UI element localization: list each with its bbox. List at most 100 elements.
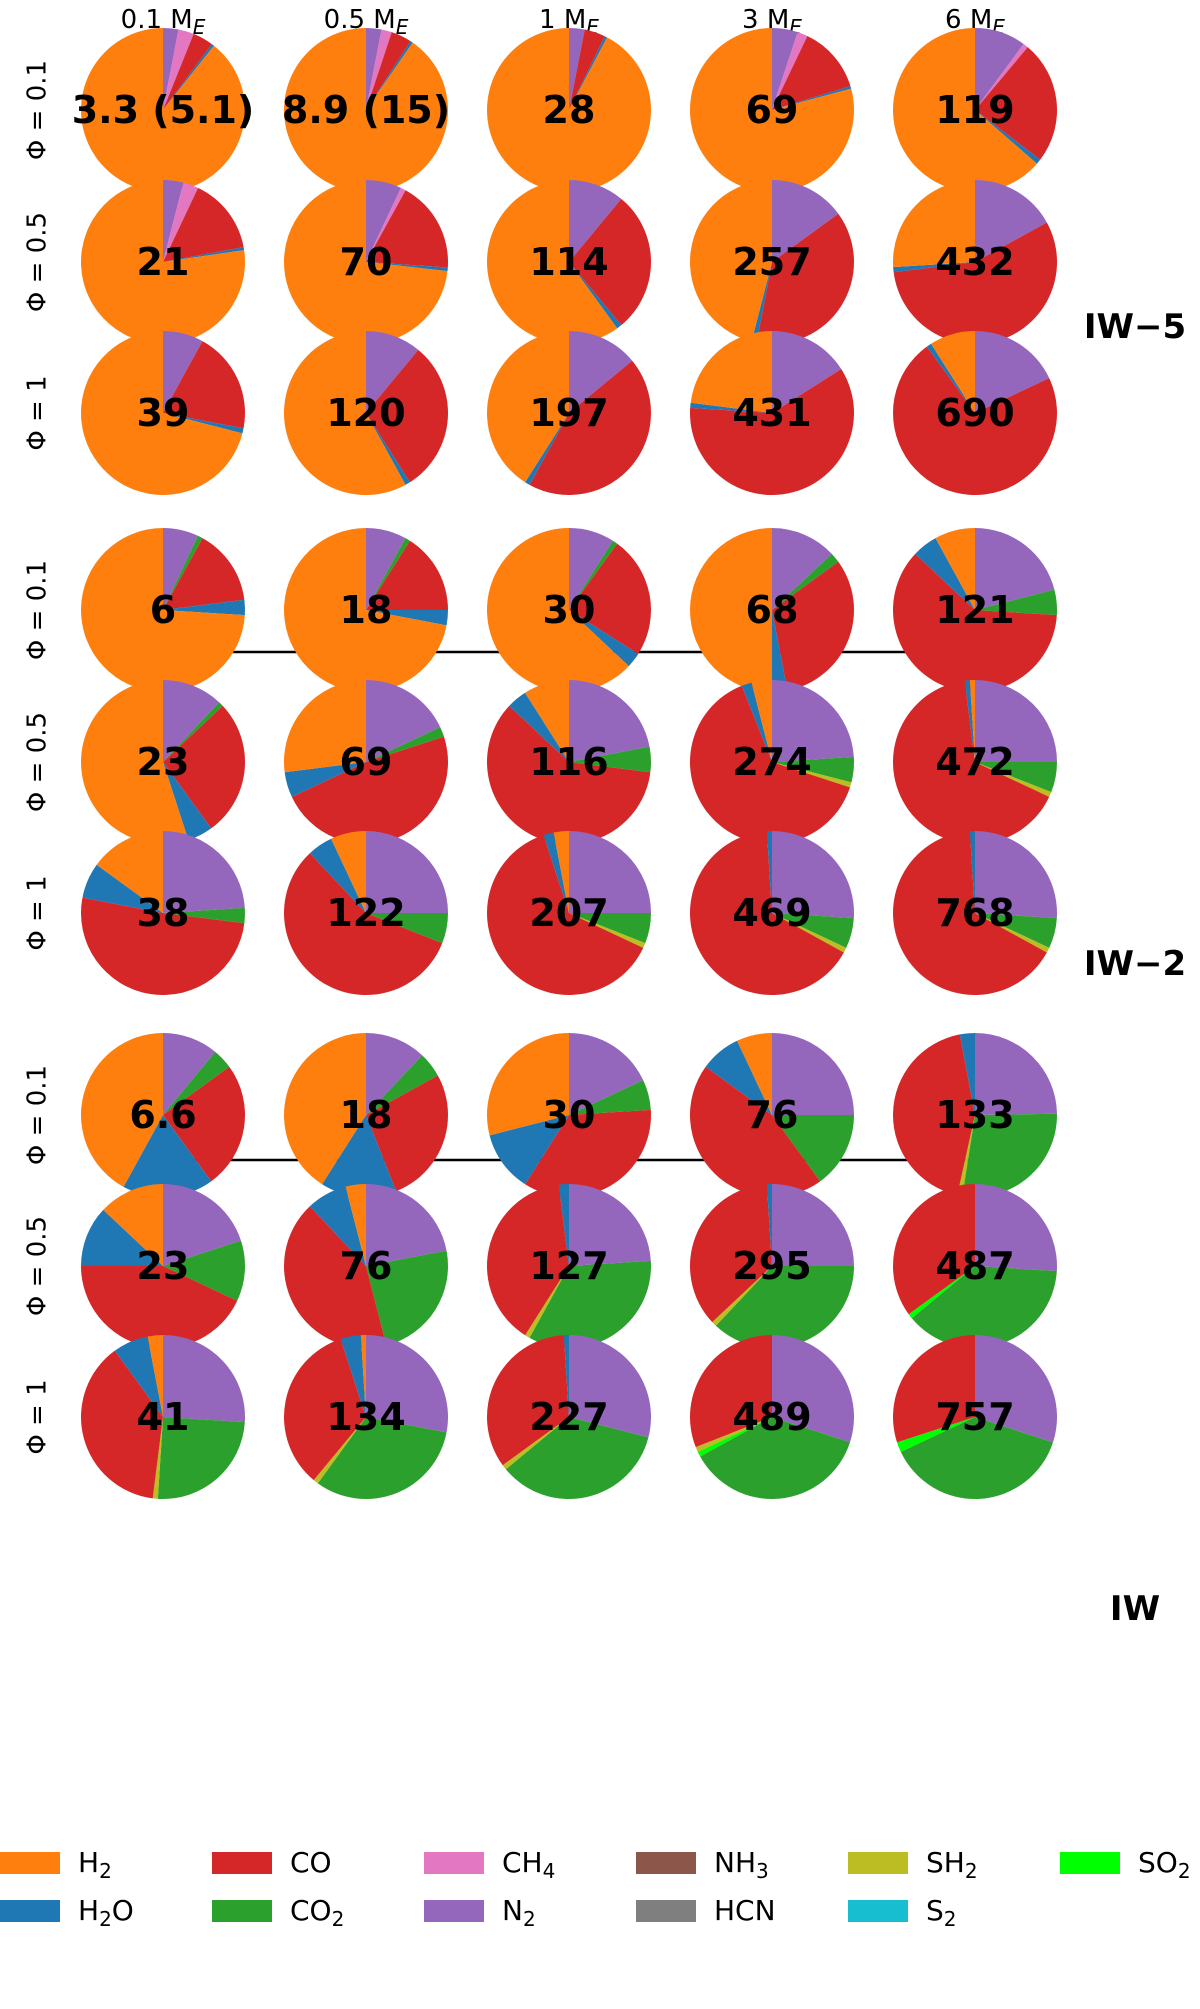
pie-slice-h2o xyxy=(705,1040,772,1115)
pie-slice-ch4 xyxy=(366,187,406,262)
pie-slice-h2o xyxy=(766,1184,772,1266)
pie-slice-h2 xyxy=(284,1033,366,1185)
row-label: Φ = 0.5 xyxy=(23,212,53,312)
pie: 469 xyxy=(690,831,855,995)
pie: 6 xyxy=(80,528,245,692)
pie-slice-h2o xyxy=(569,36,608,110)
pie-slice-h2o xyxy=(915,538,975,610)
legend-swatch xyxy=(212,1900,272,1922)
pie: 41 xyxy=(80,1335,246,1499)
pie-slice-n2 xyxy=(163,28,179,110)
pie-slice-co2 xyxy=(569,913,651,944)
pie-value-label: 487 xyxy=(935,1244,1014,1288)
pie: 23 xyxy=(80,680,246,844)
pie: 69 xyxy=(690,28,854,192)
pie-slice-co2 xyxy=(505,1417,649,1499)
legend-label: CO2 xyxy=(290,1894,344,1931)
pie: 28 xyxy=(486,28,651,193)
pie-value-label: 489 xyxy=(732,1395,811,1439)
pie-value-label: 120 xyxy=(326,391,405,435)
pie-slice-co xyxy=(689,685,850,844)
pie: 39 xyxy=(80,331,246,495)
pie-slice-n2 xyxy=(163,180,184,262)
pie-slice-n2 xyxy=(569,1033,644,1115)
group-labels: IW−5 IW−2 IW xyxy=(1084,307,1186,1629)
pie-slice-co xyxy=(689,369,854,495)
legend-label: NH3 xyxy=(714,1846,769,1883)
row-label: Φ = 0.5 xyxy=(23,1216,53,1316)
pie-slice-co xyxy=(366,349,449,483)
pie-slice-n2 xyxy=(163,528,198,610)
pie-slice-h2o xyxy=(772,86,852,110)
row-label: Φ = 0.1 xyxy=(23,560,53,660)
pie: 6.6 xyxy=(81,1033,245,1197)
pie-slice-co xyxy=(975,47,1057,160)
pie-slice-h2 xyxy=(284,27,449,192)
pie-slice-h2 xyxy=(80,680,189,844)
pie-slice-n2 xyxy=(772,180,839,262)
pie-slice-sh2 xyxy=(975,762,1052,797)
pie-slice-h2o xyxy=(964,680,975,762)
pie: 18 xyxy=(284,528,448,692)
pie-slice-n2 xyxy=(366,28,382,110)
pie-value-label: 70 xyxy=(340,240,393,284)
pie-slice-co xyxy=(366,32,411,111)
pie: 38 xyxy=(80,831,245,995)
legend-item-co2: CO2 xyxy=(212,1894,344,1931)
pie-slice-sh2 xyxy=(772,913,847,953)
pie: 122 xyxy=(284,831,448,995)
pie: 120 xyxy=(283,331,449,495)
pie-slice-so2 xyxy=(908,1266,975,1319)
pie: 431 xyxy=(689,331,854,495)
pie-slice-h2o xyxy=(322,1115,397,1197)
pie-slice-n2 xyxy=(569,28,585,110)
pie-slice-n2 xyxy=(975,1033,1057,1115)
pie-slice-n2 xyxy=(975,528,1055,610)
pie-slice-co xyxy=(772,561,854,691)
row-label: Φ = 1 xyxy=(23,1379,53,1454)
pie-slice-h2 xyxy=(81,1033,163,1187)
pie-slice-n2 xyxy=(975,680,1057,762)
row-label: Φ = 0.5 xyxy=(23,712,53,812)
legend-swatch xyxy=(1060,1852,1120,1874)
pie-slice-n2 xyxy=(366,331,419,413)
pie-slice-h2o xyxy=(772,610,788,692)
pie-value-label: 21 xyxy=(137,240,190,284)
pie-value-label: 114 xyxy=(529,240,608,284)
pie-value-label: 122 xyxy=(326,891,405,935)
pie-slice-co2 xyxy=(772,913,854,948)
pie-value-label: 127 xyxy=(529,1244,608,1288)
pie-slice-co2 xyxy=(772,1115,854,1182)
pie-slice-n2 xyxy=(366,1335,448,1433)
pie-slice-co xyxy=(163,341,246,429)
pie: 757 xyxy=(893,1335,1057,1499)
pie-value-label: 8.9 (15) xyxy=(282,88,450,132)
pie-slice-h2o xyxy=(525,413,569,485)
pie-slice-co2 xyxy=(975,589,1057,616)
pie-slice-n2 xyxy=(366,1033,423,1115)
legend-label: CO xyxy=(290,1846,332,1879)
pie-slice-h2 xyxy=(893,179,975,268)
pie-value-label: 116 xyxy=(529,740,608,784)
pie-slice-h2o xyxy=(81,1209,163,1266)
pie-slice-co xyxy=(772,36,851,111)
pie-value-label: 121 xyxy=(935,588,1014,632)
pie-slice-h2o xyxy=(975,110,1041,164)
pie-slice-h2o xyxy=(569,262,622,329)
pie-slice-co2 xyxy=(163,1051,230,1115)
pie-slice-co xyxy=(893,553,1057,693)
pie-slice-h2o xyxy=(563,1335,569,1417)
pie-slice-h2o xyxy=(284,762,366,797)
pie-slice-co xyxy=(80,1350,163,1499)
group-label: IW−5 xyxy=(1084,307,1186,347)
pie-slice-ch4 xyxy=(772,32,808,111)
pie-slice-h2 xyxy=(283,331,406,495)
pie-slice-h2o xyxy=(741,682,772,762)
pie: 21 xyxy=(81,180,245,344)
pie-slice-h2o xyxy=(163,413,244,434)
pie-slice-n2 xyxy=(772,680,854,762)
pie-slice-co2 xyxy=(317,1417,447,1499)
pie-slice-h2 xyxy=(487,528,629,692)
pie-slice-h2 xyxy=(284,680,366,773)
legend-item-sh2: SH2 xyxy=(848,1846,978,1883)
